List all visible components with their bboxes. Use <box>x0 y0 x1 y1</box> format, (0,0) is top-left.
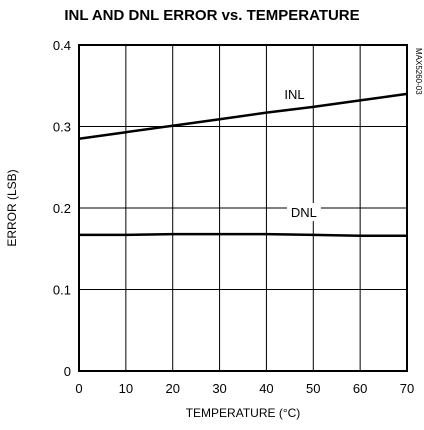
series-line-inl <box>78 92 408 140</box>
series-lines <box>78 92 408 237</box>
y-axis-ticks: 0 0.1 0.2 0.3 0.4 <box>53 38 71 379</box>
y-tick-label: 0.4 <box>53 38 71 53</box>
y-tick-label: 0.2 <box>53 201 71 216</box>
x-tick-label: 50 <box>306 381 320 396</box>
x-axis-label: TEMPERATURE (°C) <box>186 406 301 420</box>
x-tick-label: 10 <box>119 381 133 396</box>
x-tick-label: 20 <box>165 381 179 396</box>
series-label-dnl: DNL <box>291 205 317 220</box>
x-tick-label: 70 <box>400 381 414 396</box>
label-backdrop <box>286 203 321 222</box>
plot-frame <box>78 44 408 372</box>
x-axis-ticks: 0 10 20 30 40 50 60 70 <box>75 381 414 396</box>
figure-code: MAX5260-03 <box>414 48 423 95</box>
y-tick-label: 0.1 <box>53 283 71 298</box>
series-line-dnl <box>79 232 407 237</box>
x-tick-label: 40 <box>259 381 273 396</box>
x-tick-label: 60 <box>353 381 367 396</box>
grid <box>79 45 407 371</box>
y-tick-label: 0.3 <box>53 120 71 135</box>
series-labels: INL DNL <box>284 87 321 222</box>
plot-border <box>78 44 408 372</box>
y-tick-label: 0 <box>64 364 71 379</box>
y-axis-label: ERROR (LSB) <box>5 169 19 246</box>
chart-title: INL AND DNL ERROR vs. TEMPERATURE <box>64 7 360 24</box>
series-label-inl: INL <box>284 87 304 102</box>
x-tick-label: 0 <box>75 381 82 396</box>
x-tick-label: 30 <box>212 381 226 396</box>
